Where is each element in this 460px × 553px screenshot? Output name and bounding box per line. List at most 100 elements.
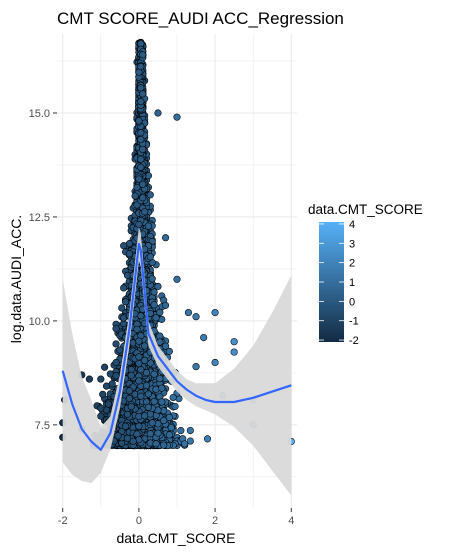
legend: data.CMT_SCORE 4 3 2 1 0 -1 -2 bbox=[308, 202, 423, 347]
axes: -2 0 2 4 7.5 10.0 12.5 15.0 bbox=[29, 108, 295, 527]
scatter-point bbox=[154, 429, 162, 437]
scatter-point bbox=[152, 314, 160, 322]
scatter-point bbox=[114, 432, 122, 440]
legend-label: 0 bbox=[349, 296, 355, 308]
scatter-point bbox=[161, 301, 170, 309]
scatter-point bbox=[99, 390, 107, 398]
scatter-point bbox=[156, 308, 164, 316]
scatter-point bbox=[108, 380, 116, 388]
y-tick-label: 12.5 bbox=[29, 212, 50, 224]
scatter-point bbox=[177, 427, 185, 435]
legend-label: 3 bbox=[349, 238, 355, 250]
y-tick-label: 7.5 bbox=[35, 420, 50, 432]
scatter-point bbox=[171, 402, 179, 411]
scatter-point bbox=[137, 98, 145, 106]
scatter-point bbox=[154, 109, 162, 117]
scatter-point bbox=[104, 400, 113, 408]
scatter-point bbox=[125, 387, 133, 395]
scatter-point bbox=[121, 422, 130, 430]
scatter-point bbox=[112, 358, 120, 367]
x-tick-label: -2 bbox=[58, 515, 68, 527]
y-axis-title: log.data.AUDI_ACC. bbox=[8, 215, 24, 343]
scatter-point bbox=[127, 402, 135, 411]
scatter-point bbox=[123, 434, 132, 442]
scatter-point bbox=[156, 375, 164, 383]
legend-label: 4 bbox=[349, 219, 355, 231]
scatter-point bbox=[144, 390, 153, 398]
scatter-point bbox=[97, 404, 105, 412]
scatter-point bbox=[181, 440, 189, 448]
scatter-point bbox=[97, 375, 105, 383]
scatter-point bbox=[137, 129, 145, 137]
scatter-point bbox=[165, 413, 173, 422]
scatter-point bbox=[142, 369, 151, 377]
scatter-point bbox=[137, 163, 145, 171]
scatter-point bbox=[131, 192, 139, 200]
scatter-point bbox=[137, 312, 145, 320]
scatter-point bbox=[137, 84, 145, 92]
scatter-point bbox=[118, 304, 126, 312]
scatter-point bbox=[167, 424, 175, 432]
scatter-point bbox=[139, 194, 147, 202]
scatter-point bbox=[135, 359, 143, 368]
scatter-point bbox=[169, 393, 177, 402]
scatter-point bbox=[141, 356, 149, 364]
scatter-point bbox=[165, 431, 173, 439]
scatter-point bbox=[135, 353, 143, 361]
scatter-point bbox=[156, 338, 164, 346]
scatter-point bbox=[135, 117, 143, 125]
scatter-point bbox=[150, 288, 158, 296]
scatter-point bbox=[125, 250, 133, 258]
scatter-point bbox=[137, 62, 145, 71]
scatter-point bbox=[203, 435, 212, 443]
scatter-point bbox=[120, 284, 128, 292]
scatter-point bbox=[184, 309, 193, 317]
x-tick-label: 0 bbox=[136, 515, 142, 527]
scatter-point bbox=[152, 440, 160, 448]
scatter-point bbox=[123, 410, 132, 418]
scatter-point bbox=[139, 51, 147, 59]
x-tick-label: 2 bbox=[212, 515, 218, 527]
scatter-point bbox=[146, 430, 154, 438]
scatter-point bbox=[121, 298, 130, 306]
y-tick-label: 10.0 bbox=[29, 316, 50, 328]
scatter-point bbox=[152, 385, 160, 393]
scatter-point bbox=[146, 309, 154, 317]
scatter-point bbox=[139, 90, 147, 98]
x-tick-label: 4 bbox=[288, 515, 294, 527]
scatter-point bbox=[186, 426, 194, 435]
plot-area bbox=[57, 34, 297, 508]
scatter-point bbox=[141, 342, 149, 350]
scatter-point bbox=[137, 155, 145, 163]
scatter-point bbox=[148, 275, 156, 283]
scatter-point bbox=[135, 220, 143, 228]
scatter-point bbox=[144, 222, 153, 230]
scatter-point bbox=[230, 348, 238, 356]
scatter-point bbox=[139, 180, 147, 188]
legend-label: 2 bbox=[349, 258, 355, 270]
scatter-point bbox=[150, 301, 158, 309]
scatter-point bbox=[192, 313, 200, 321]
scatter-point bbox=[135, 175, 143, 183]
scatter-point bbox=[173, 113, 181, 121]
scatter-point bbox=[135, 377, 143, 385]
scatter-point bbox=[127, 371, 135, 379]
legend-label: -2 bbox=[349, 335, 359, 347]
scatter-point bbox=[186, 437, 194, 445]
scatter-point bbox=[112, 340, 120, 348]
legend-label: 1 bbox=[349, 277, 355, 289]
scatter-point bbox=[137, 135, 145, 144]
scatter-point bbox=[146, 191, 154, 199]
scatter-point bbox=[125, 394, 133, 402]
scatter-point bbox=[101, 363, 109, 371]
scatter-point bbox=[150, 397, 158, 406]
scatter-point bbox=[230, 338, 238, 346]
scatter-point bbox=[211, 309, 219, 317]
scatter-point bbox=[120, 242, 128, 250]
scatter-point bbox=[142, 381, 151, 390]
scatter-point bbox=[192, 363, 200, 371]
scatter-point bbox=[135, 337, 143, 345]
smooth-confidence-ribbon bbox=[62, 227, 292, 496]
scatter-point bbox=[85, 375, 93, 383]
scatter-point bbox=[97, 412, 105, 420]
